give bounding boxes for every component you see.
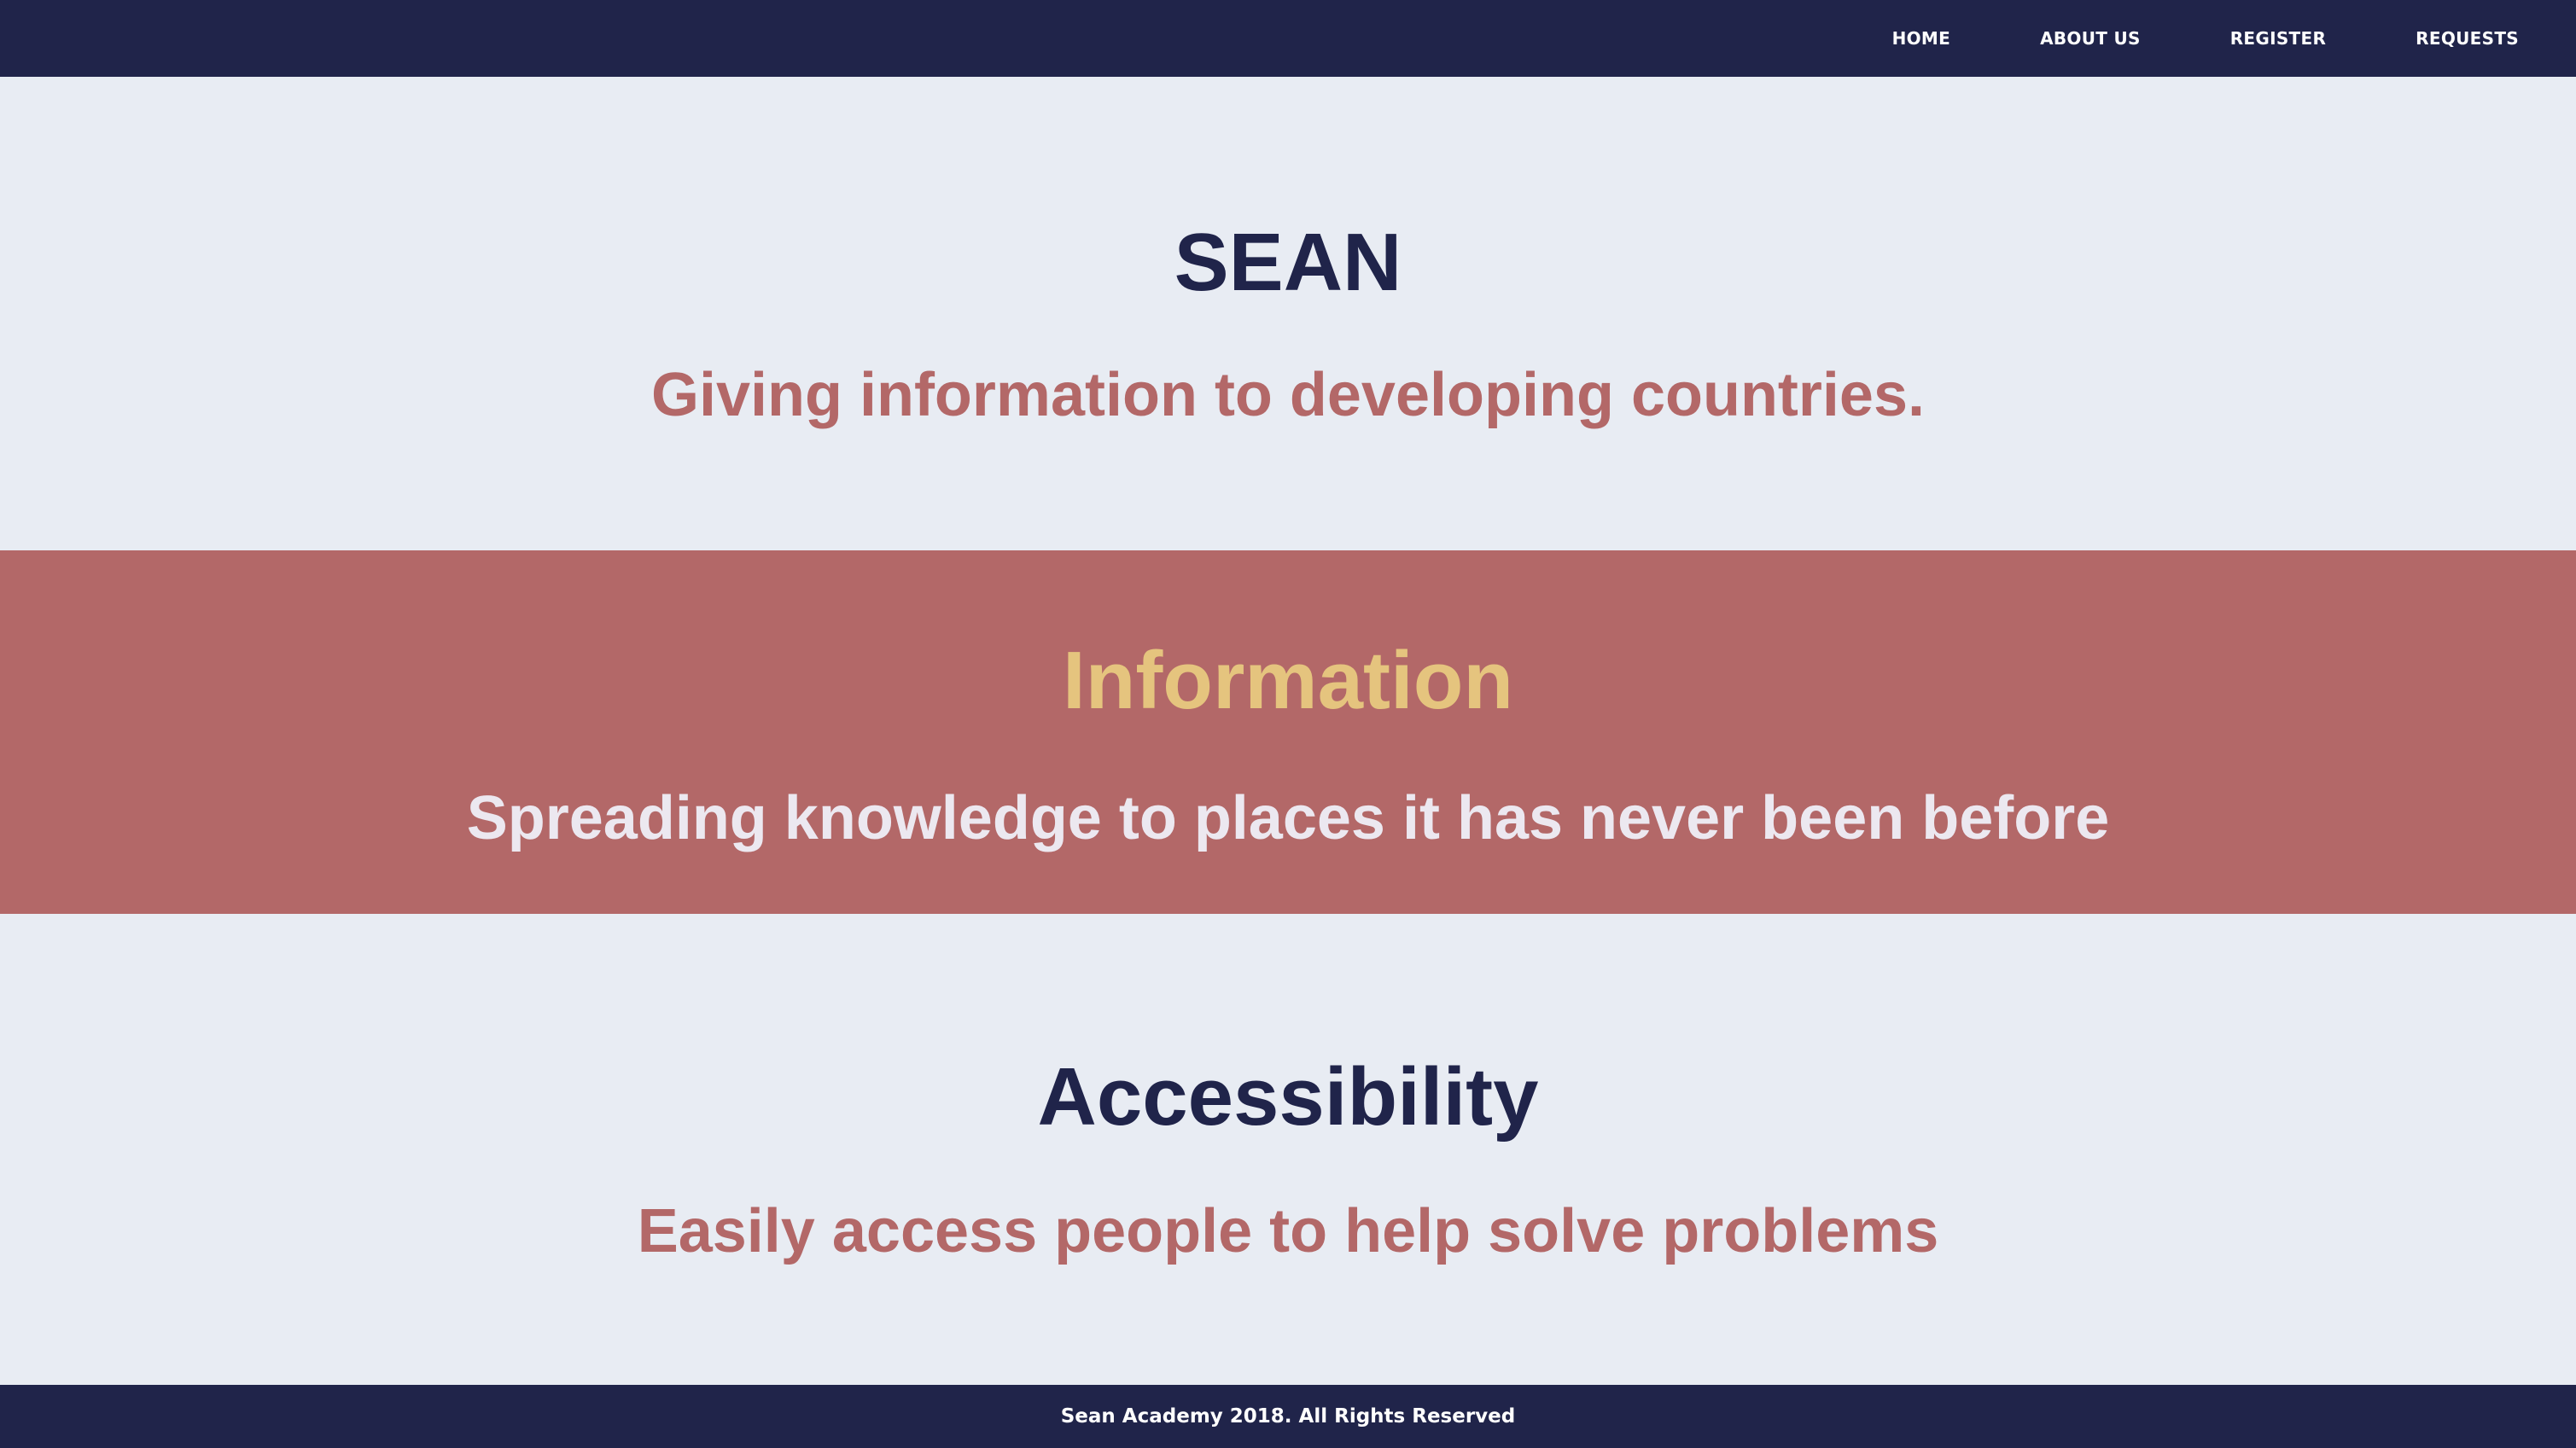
- accessibility-section: Accessibility Easily access people to he…: [0, 914, 2576, 1385]
- accessibility-text: Easily access people to help solve probl…: [637, 1197, 1939, 1265]
- nav-link-about-us[interactable]: ABOUT US: [2040, 28, 2141, 49]
- nav-menu: HOME ABOUT US REGISTER REQUESTS: [1892, 0, 2576, 77]
- nav-link-register[interactable]: REGISTER: [2229, 28, 2327, 49]
- nav-link-home[interactable]: HOME: [1891, 28, 1951, 49]
- page-footer: Sean Academy 2018. All Rights Reserved: [0, 1385, 2576, 1448]
- hero-tagline: Giving information to developing countri…: [650, 361, 1926, 429]
- information-section: Information Spreading knowledge to place…: [0, 550, 2576, 914]
- information-title: Information: [1063, 635, 1513, 726]
- accessibility-title: Accessibility: [1037, 1051, 1539, 1143]
- hero-title: SEAN: [1174, 217, 1402, 308]
- top-navbar: HOME ABOUT US REGISTER REQUESTS: [0, 0, 2576, 77]
- information-text: Spreading knowledge to places it has nev…: [466, 784, 2110, 852]
- nav-link-requests[interactable]: REQUESTS: [2416, 28, 2519, 49]
- hero-section: SEAN Giving information to developing co…: [0, 77, 2576, 550]
- footer-copyright: Sean Academy 2018. All Rights Reserved: [1060, 1405, 1516, 1428]
